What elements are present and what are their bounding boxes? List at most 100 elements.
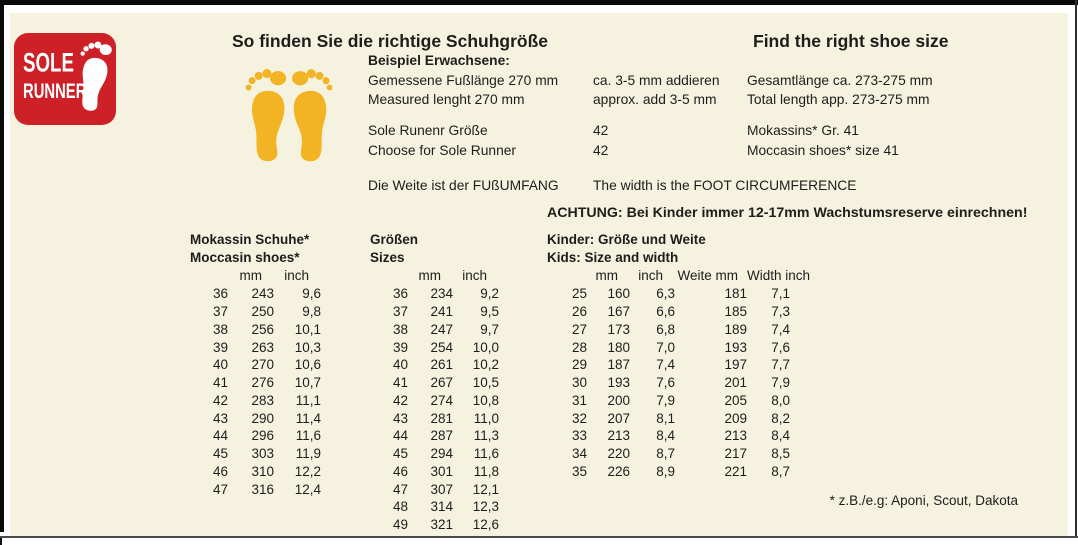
table-row: 45 303 11,9 <box>190 445 321 463</box>
table-cell: 8,9 <box>656 463 675 479</box>
table-cell: 9,7 <box>480 321 499 337</box>
table-cell: 10,0 <box>472 339 499 355</box>
table-cell: 217 <box>724 446 747 462</box>
table-cell: 213 <box>724 428 747 444</box>
table-row: 40 261 10,2 <box>370 356 499 374</box>
table-row: 37 250 9,8 <box>190 303 321 321</box>
kids-warning-note: ACHTUNG: Bei Kinder immer 12-17mm Wachst… <box>547 205 1028 221</box>
table-cell: 38 <box>392 321 408 337</box>
table-cell: 11,9 <box>295 446 321 462</box>
table-cell: 44 <box>212 428 228 444</box>
table-cell: 7,4 <box>771 321 790 337</box>
table-cell: 9,5 <box>480 304 499 320</box>
table-cell: 6,8 <box>656 321 675 337</box>
table-cell: 221 <box>724 463 747 479</box>
example-cell-size: 42 <box>593 123 609 138</box>
table-row: 27 173 6,8 189 7,4 <box>547 321 790 339</box>
table-cell: 270 <box>251 357 274 373</box>
table-cell: 7,1 <box>771 286 790 302</box>
table-row: mm inch <box>190 267 321 285</box>
table-cell: 8,2 <box>771 410 790 426</box>
table-cell: 11,6 <box>295 428 321 444</box>
table-cell: 8,4 <box>656 428 675 444</box>
table-cell: mm <box>418 268 442 284</box>
table-cell: 290 <box>251 410 274 426</box>
table-row: 38 256 10,1 <box>190 321 321 339</box>
table-cell: 27 <box>571 321 587 337</box>
example-cell-add: approx. add 3-5 mm <box>593 92 717 107</box>
footprint-icon <box>80 41 112 111</box>
table-cell: 8,4 <box>771 428 790 444</box>
page-border-right <box>1075 0 1077 537</box>
table-cell: 7,9 <box>771 375 790 391</box>
table-row: 47 307 12,1 <box>370 480 499 498</box>
table-cell: 12,1 <box>472 481 499 497</box>
models-footnote: * z.B./e.g: Aponi, Scout, Dakota <box>829 493 1018 508</box>
table-cell: 7,9 <box>656 392 675 408</box>
table-cell: 296 <box>251 428 274 444</box>
table-cell: 276 <box>251 375 274 391</box>
table-row: 41 267 10,5 <box>370 374 499 392</box>
example-row: Measured lenght 270 mm approx. add 3-5 m… <box>368 92 1068 111</box>
table-cell: 310 <box>251 463 274 479</box>
table-cell: 7,0 <box>656 339 675 355</box>
table-cell: 316 <box>251 481 274 497</box>
table-row: 32 207 8,1 209 8,2 <box>547 409 790 427</box>
table-cell: 46 <box>212 463 228 479</box>
table-cell: 12,2 <box>294 463 321 479</box>
table-row: mm inch <box>370 267 499 285</box>
table-cell: 160 <box>607 286 630 302</box>
table-cell: 11,3 <box>473 428 499 444</box>
footprints-icon <box>245 69 333 162</box>
table-cell: 34 <box>571 446 587 462</box>
table-cell: 10,6 <box>294 357 321 373</box>
table-cell: 201 <box>724 375 747 391</box>
example-row: Die Weite ist der FUßUMFANG The width is… <box>368 178 1068 197</box>
table-row: 45 294 11,6 <box>370 445 499 463</box>
example-cell-width-note: The width is the FOOT CIRCUMFERENCE <box>593 178 857 193</box>
table-row: 48 314 12,3 <box>370 498 499 516</box>
table-cell: 37 <box>212 304 228 320</box>
example-cell-de: Choose for Sole Runner <box>368 143 517 158</box>
table-cell: 189 <box>724 321 747 337</box>
table-cell: 32 <box>571 410 587 426</box>
table-cell: Weite mm <box>677 268 738 284</box>
table-cell: 10,3 <box>294 339 321 355</box>
table-title-en: Kids: Size and width <box>547 250 679 265</box>
table-cell: 267 <box>430 375 453 391</box>
table-cell: 243 <box>251 286 274 302</box>
table-title-en: Moccasin shoes* <box>190 250 300 265</box>
table-cell: 294 <box>430 446 453 462</box>
chart-panel: SOLE RUNNER® So finden Sie die richtige … <box>10 13 1068 536</box>
table-cell: 43 <box>392 410 408 426</box>
table-body: 36 243 9,6 37 250 9,8 38 256 10,1 39 263 10,3 40 270 1… <box>190 285 321 498</box>
table-cell: 31 <box>571 392 587 408</box>
table-row: 36 243 9,6 <box>190 285 321 303</box>
table-row: 39 263 10,3 <box>190 338 321 356</box>
table-row: 42 274 10,8 <box>370 392 499 410</box>
table-cell: 42 <box>392 392 408 408</box>
table-row: 43 290 11,4 <box>190 409 321 427</box>
table-cell: 28 <box>571 339 587 355</box>
table-row: 41 276 10,7 <box>190 374 321 392</box>
table-row: 33 213 8,4 213 8,4 <box>547 427 790 445</box>
table-row: 39 254 10,0 <box>370 338 499 356</box>
table-cell: 47 <box>392 481 408 497</box>
table-cell: 7,4 <box>656 357 675 373</box>
example-cell-de: Sole Runenr Größe <box>368 123 488 138</box>
example-cell-total: Gesamtlänge ca. 273-275 mm <box>747 73 933 88</box>
page-border-left <box>0 0 4 532</box>
table-cell: 303 <box>251 446 274 462</box>
table-body: 25 160 6,3 181 7,1 26 167 6,6 185 7,3 27 173 6,8 189 7… <box>547 285 790 480</box>
table-cell: 44 <box>392 428 408 444</box>
table-row: mm inch Weite mm Width inch <box>547 267 811 285</box>
table-cell: 7,7 <box>771 357 790 373</box>
table-cell: 39 <box>392 339 408 355</box>
table-cell: 256 <box>251 321 274 337</box>
table-cell: 213 <box>607 428 630 444</box>
table-title-de: Größen <box>370 232 419 247</box>
table-cell: 10,2 <box>472 357 499 373</box>
table-cell: 247 <box>430 321 453 337</box>
table-cell: 10,8 <box>472 392 499 408</box>
